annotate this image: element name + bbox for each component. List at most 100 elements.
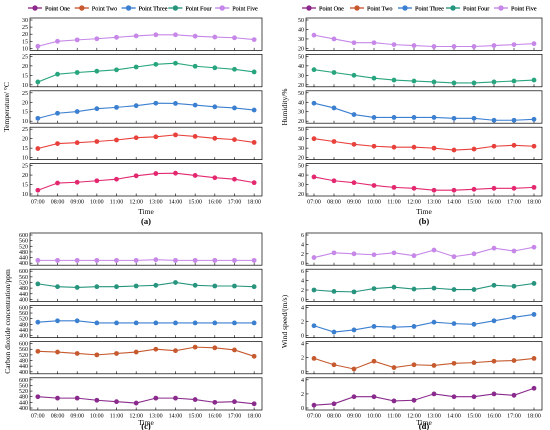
data-point xyxy=(251,37,257,42)
data-point xyxy=(451,394,457,400)
data-point xyxy=(35,394,41,400)
data-point xyxy=(35,257,41,263)
data-point xyxy=(251,353,257,359)
y-tick-label: 20 xyxy=(298,46,304,52)
data-point xyxy=(133,64,139,70)
x-tick-label: 07:00 xyxy=(31,414,45,420)
y-tick-label: 2 xyxy=(301,320,304,326)
x-tick-label: 10:00 xyxy=(90,200,104,206)
y-tick-label: 520 xyxy=(19,317,28,323)
subplot-point-one: 20 30 40 50 xyxy=(298,163,543,198)
chart-panel-c: Point One Point Two Point Three Point Four P… xyxy=(3,5,263,430)
y-tick-label: 0 xyxy=(301,261,304,267)
data-point xyxy=(232,137,237,143)
subplot-frame xyxy=(305,341,543,375)
series-line xyxy=(37,34,255,47)
x-tick-label: 15:00 xyxy=(467,200,481,206)
y-tick-label: 440 xyxy=(19,400,28,406)
y-tick-label: 4 xyxy=(301,242,304,248)
y-tick-label: 4 xyxy=(301,342,304,348)
data-point xyxy=(133,349,139,355)
data-point xyxy=(94,397,100,403)
data-point xyxy=(431,79,437,85)
data-point xyxy=(153,395,159,401)
x-tick-label: 08:00 xyxy=(51,414,65,420)
y-tick-label: 520 xyxy=(19,389,28,395)
data-point xyxy=(212,104,218,110)
data-point xyxy=(212,65,218,71)
data-point xyxy=(491,79,497,85)
y-tick-label: 25 xyxy=(22,54,28,60)
y-tick-label: 560 xyxy=(19,275,28,281)
data-point xyxy=(192,257,198,263)
chart-panel-b: Point One Point Two Point Three Point Four P… xyxy=(280,5,543,226)
data-point xyxy=(55,349,60,355)
data-point xyxy=(331,289,337,294)
data-point xyxy=(192,282,198,288)
x-tick-label: 17:00 xyxy=(507,414,521,420)
legend-marker xyxy=(354,5,360,11)
data-point xyxy=(511,78,517,84)
y-tick-label: 30 xyxy=(298,37,304,43)
series-line xyxy=(37,172,255,191)
x-tick-label: 08:00 xyxy=(51,200,65,206)
data-point xyxy=(451,360,457,366)
data-point xyxy=(491,318,497,324)
data-point xyxy=(251,180,257,186)
data-point xyxy=(351,72,357,78)
data-point xyxy=(94,320,100,326)
y-tick-label: 2 xyxy=(301,288,304,294)
data-point xyxy=(431,363,437,368)
data-point xyxy=(114,320,119,326)
data-point xyxy=(192,397,198,402)
y-tick-label: 480 xyxy=(19,322,28,328)
data-point xyxy=(331,70,337,75)
data-point xyxy=(371,358,377,364)
data-point xyxy=(411,362,417,368)
data-point xyxy=(351,366,357,372)
data-point xyxy=(391,284,397,290)
data-point xyxy=(451,80,457,86)
series-line xyxy=(313,282,535,293)
y-tick-label: 560 xyxy=(19,383,28,389)
data-point xyxy=(391,365,397,370)
data-point xyxy=(331,362,337,368)
legend-label: Point Five xyxy=(232,6,258,13)
series-line xyxy=(37,259,255,261)
data-point xyxy=(431,391,437,397)
chart-panel-d: Point One Point Two Point Three Point Four P… xyxy=(280,5,543,430)
data-point xyxy=(391,184,397,190)
y-tick-label: 6 xyxy=(301,269,304,275)
data-point xyxy=(431,145,437,151)
x-axis-label: Time xyxy=(416,418,432,427)
y-tick-label: 20 xyxy=(22,32,28,38)
series-line xyxy=(313,176,535,191)
data-point xyxy=(511,358,517,363)
series-line xyxy=(37,102,255,119)
y-tick-label: 15 xyxy=(22,183,28,189)
subplot-frame xyxy=(29,126,263,160)
data-point xyxy=(192,63,198,69)
y-axis-label: Wind speed/(m/s) xyxy=(280,294,289,348)
data-point xyxy=(511,314,517,320)
y-tick-label: 480 xyxy=(19,395,28,401)
x-tick-label: 12:00 xyxy=(129,414,143,420)
panel-label: (d) xyxy=(419,421,430,430)
data-point xyxy=(471,251,477,257)
data-point xyxy=(55,180,60,186)
subplot-frame xyxy=(305,17,543,51)
y-tick-label: 600 xyxy=(19,305,28,311)
data-point xyxy=(491,117,497,123)
data-point xyxy=(153,171,159,176)
y-tick-label: 15 xyxy=(22,39,28,45)
data-point xyxy=(431,319,437,325)
data-point xyxy=(94,68,100,74)
y-tick-label: 10 xyxy=(22,192,28,198)
data-point xyxy=(531,41,537,47)
data-point xyxy=(511,248,517,254)
data-point xyxy=(74,37,80,43)
y-tick-label: 0 xyxy=(301,297,304,303)
data-point xyxy=(391,144,397,150)
x-tick-label: 09:00 xyxy=(70,414,84,420)
